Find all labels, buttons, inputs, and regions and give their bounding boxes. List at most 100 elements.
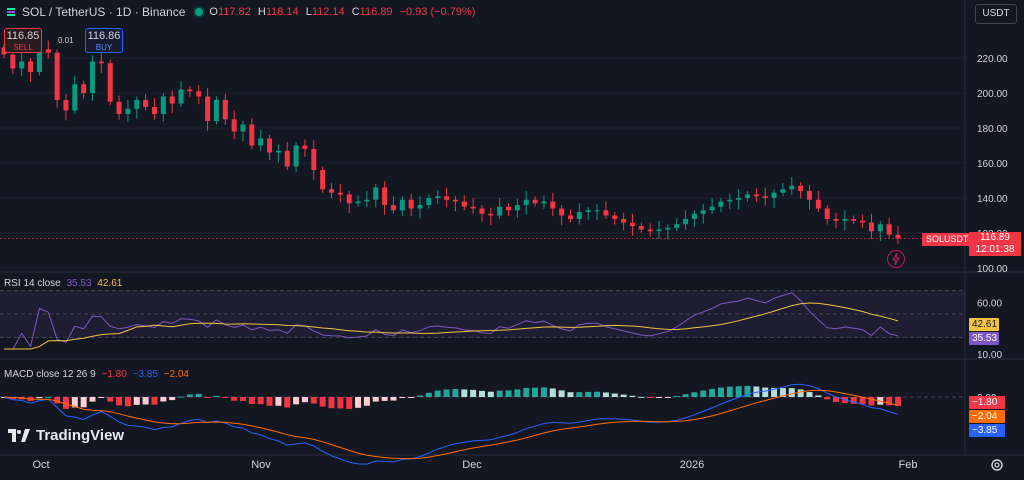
buy-price: 116.86 — [87, 30, 121, 42]
candle-body — [302, 145, 308, 149]
alert-button[interactable] — [887, 250, 905, 268]
candle-body — [479, 208, 485, 214]
last-price: 116.89 — [980, 232, 1010, 243]
spread-value: 0.01 — [58, 36, 74, 45]
macd-hist-bar — [850, 397, 857, 404]
candle-body — [196, 91, 202, 97]
ohlc-value: 118.14 — [265, 6, 299, 18]
macd-tick: 10.00 — [977, 350, 1002, 361]
macd-hist-bar — [443, 389, 450, 397]
macd-hist-bar — [178, 396, 185, 398]
macd-hist-bar — [204, 397, 211, 398]
ohlc-key: C — [351, 6, 360, 18]
lightning-icon — [892, 252, 900, 266]
rsi-tick: 60.00 — [977, 298, 1002, 309]
x-label: Nov — [251, 459, 271, 471]
macd-hist-bar — [372, 397, 379, 402]
macd-hist-bar — [160, 397, 167, 402]
buy-label: BUY — [95, 43, 113, 52]
rsi-band — [0, 290, 965, 338]
candle-body — [470, 206, 476, 209]
candle-body — [293, 145, 299, 167]
macd-hist-bar — [567, 392, 574, 397]
sell-button[interactable]: 116.85 SELL — [4, 28, 42, 53]
candle-body — [134, 100, 140, 109]
last-price-badge: 116.89 12:01:38 — [969, 232, 1021, 256]
candle-body — [249, 124, 255, 146]
gear-icon[interactable] — [990, 458, 1004, 472]
candle-body — [709, 206, 715, 211]
macd-hist-bar — [753, 386, 760, 397]
macd-hist-bar — [788, 388, 795, 397]
candle-body — [382, 187, 388, 205]
macd-hist-bar — [390, 397, 397, 401]
macd-hist-bar — [107, 397, 114, 402]
macd-hist-bar — [540, 387, 547, 397]
candle-body — [612, 215, 618, 219]
macd-hist-bar — [328, 397, 335, 409]
macd-hist-bar — [700, 390, 707, 397]
macd-hist-bar — [399, 397, 406, 398]
rsi-legend[interactable]: RSI 14 close 35.53 42.61 — [4, 278, 125, 289]
candle-body — [390, 205, 396, 211]
macd-hist-bar — [301, 397, 308, 403]
rsi-ma-value: 42.61 — [97, 278, 123, 289]
macd-hist-bar — [417, 395, 424, 397]
currency-selector[interactable]: USDT — [975, 4, 1017, 24]
price-tick: 180.00 — [977, 124, 1008, 135]
macd-hist-bar — [735, 386, 742, 397]
macd-badge: −3.85 — [969, 424, 1005, 437]
candle-body — [417, 205, 423, 209]
candle-body — [364, 199, 370, 202]
macd-hist-bar — [142, 397, 149, 405]
macd-hist-bar — [98, 397, 105, 398]
candle-body — [19, 61, 25, 69]
candle-body — [151, 107, 157, 114]
macd-signal-value: −2.04 — [163, 369, 189, 380]
macd-hist-bar — [496, 390, 503, 397]
ohlc-key: L — [305, 6, 312, 18]
price-tick: 160.00 — [977, 159, 1008, 170]
macd-title: MACD close 12 26 9 — [4, 369, 96, 380]
candle-body — [683, 219, 689, 225]
candle-body — [559, 208, 565, 216]
macd-hist-bar — [71, 397, 78, 408]
candle-body — [231, 119, 237, 132]
macd-hist-bar — [9, 397, 16, 400]
candle-body — [63, 100, 69, 111]
macd-hist-bar — [54, 397, 61, 404]
macd-hist-bar — [859, 397, 866, 405]
candle-body — [240, 124, 246, 132]
candle-body — [222, 100, 228, 120]
macd-hist-bar — [239, 397, 246, 401]
brand-name: TradingView — [36, 427, 125, 444]
macd-hist-bar — [408, 397, 415, 398]
candle-body — [523, 199, 529, 205]
macd-hist-bar — [80, 397, 87, 408]
buy-button[interactable]: 116.86 BUY — [85, 28, 123, 53]
x-label: Dec — [462, 459, 482, 471]
candle-body — [736, 198, 742, 200]
candle-body — [187, 89, 193, 92]
candle-body — [373, 187, 379, 200]
tradingview-logo[interactable]: TradingView — [8, 427, 124, 444]
macd-hist-bar — [381, 397, 388, 401]
macd-hist-bar — [762, 387, 769, 397]
candle-body — [90, 61, 96, 93]
symbol-title[interactable]: SOL / TetherUS · 1D · Binance — [22, 5, 186, 19]
ohlc-value: 112.14 — [311, 6, 345, 18]
candle-body — [868, 222, 874, 232]
market-open-icon — [195, 8, 204, 16]
macd-hist-bar — [36, 397, 43, 399]
candle-body — [718, 201, 724, 207]
macd-hist-bar — [514, 389, 521, 397]
candle-body — [337, 192, 343, 195]
candle-body — [576, 212, 582, 219]
macd-legend[interactable]: MACD close 12 26 9 −1.80 −3.85 −2.04 — [4, 369, 192, 380]
macd-hist-bar — [709, 389, 716, 397]
x-label: Feb — [898, 459, 918, 471]
candle-body — [860, 220, 866, 223]
candle-body — [629, 222, 635, 226]
macd-hist-bar — [771, 387, 778, 397]
